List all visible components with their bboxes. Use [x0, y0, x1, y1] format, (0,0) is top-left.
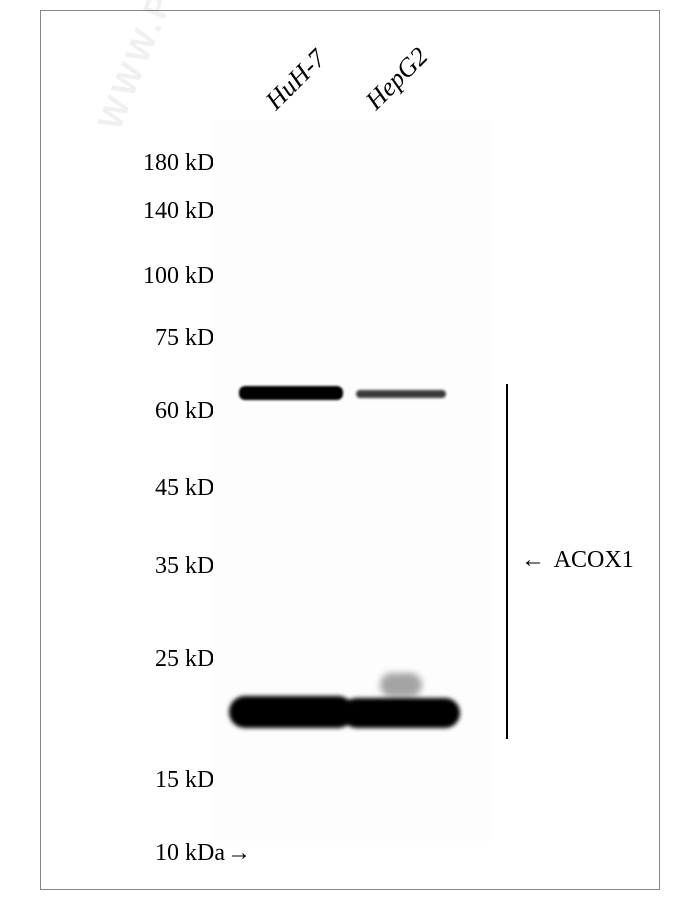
- band-1: [356, 390, 446, 398]
- lane-label-2: HepG2: [360, 42, 434, 116]
- blot-area: [213, 121, 493, 841]
- target-bracket: [506, 384, 508, 739]
- band-4: [380, 673, 422, 697]
- band-0: [239, 386, 343, 400]
- lane-label-1: HuH-7: [260, 44, 332, 116]
- target-label: ACOX1: [521, 547, 634, 574]
- target-label-text: ACOX1: [554, 547, 634, 573]
- mw-marker-9: 10 kDa: [155, 840, 251, 867]
- image-frame: WWW.PTGLAB.COM HuH-7 HepG2 180 kDa140 kD…: [40, 10, 660, 890]
- band-3: [342, 698, 460, 728]
- band-2: [229, 696, 354, 728]
- blot-background: [213, 121, 493, 841]
